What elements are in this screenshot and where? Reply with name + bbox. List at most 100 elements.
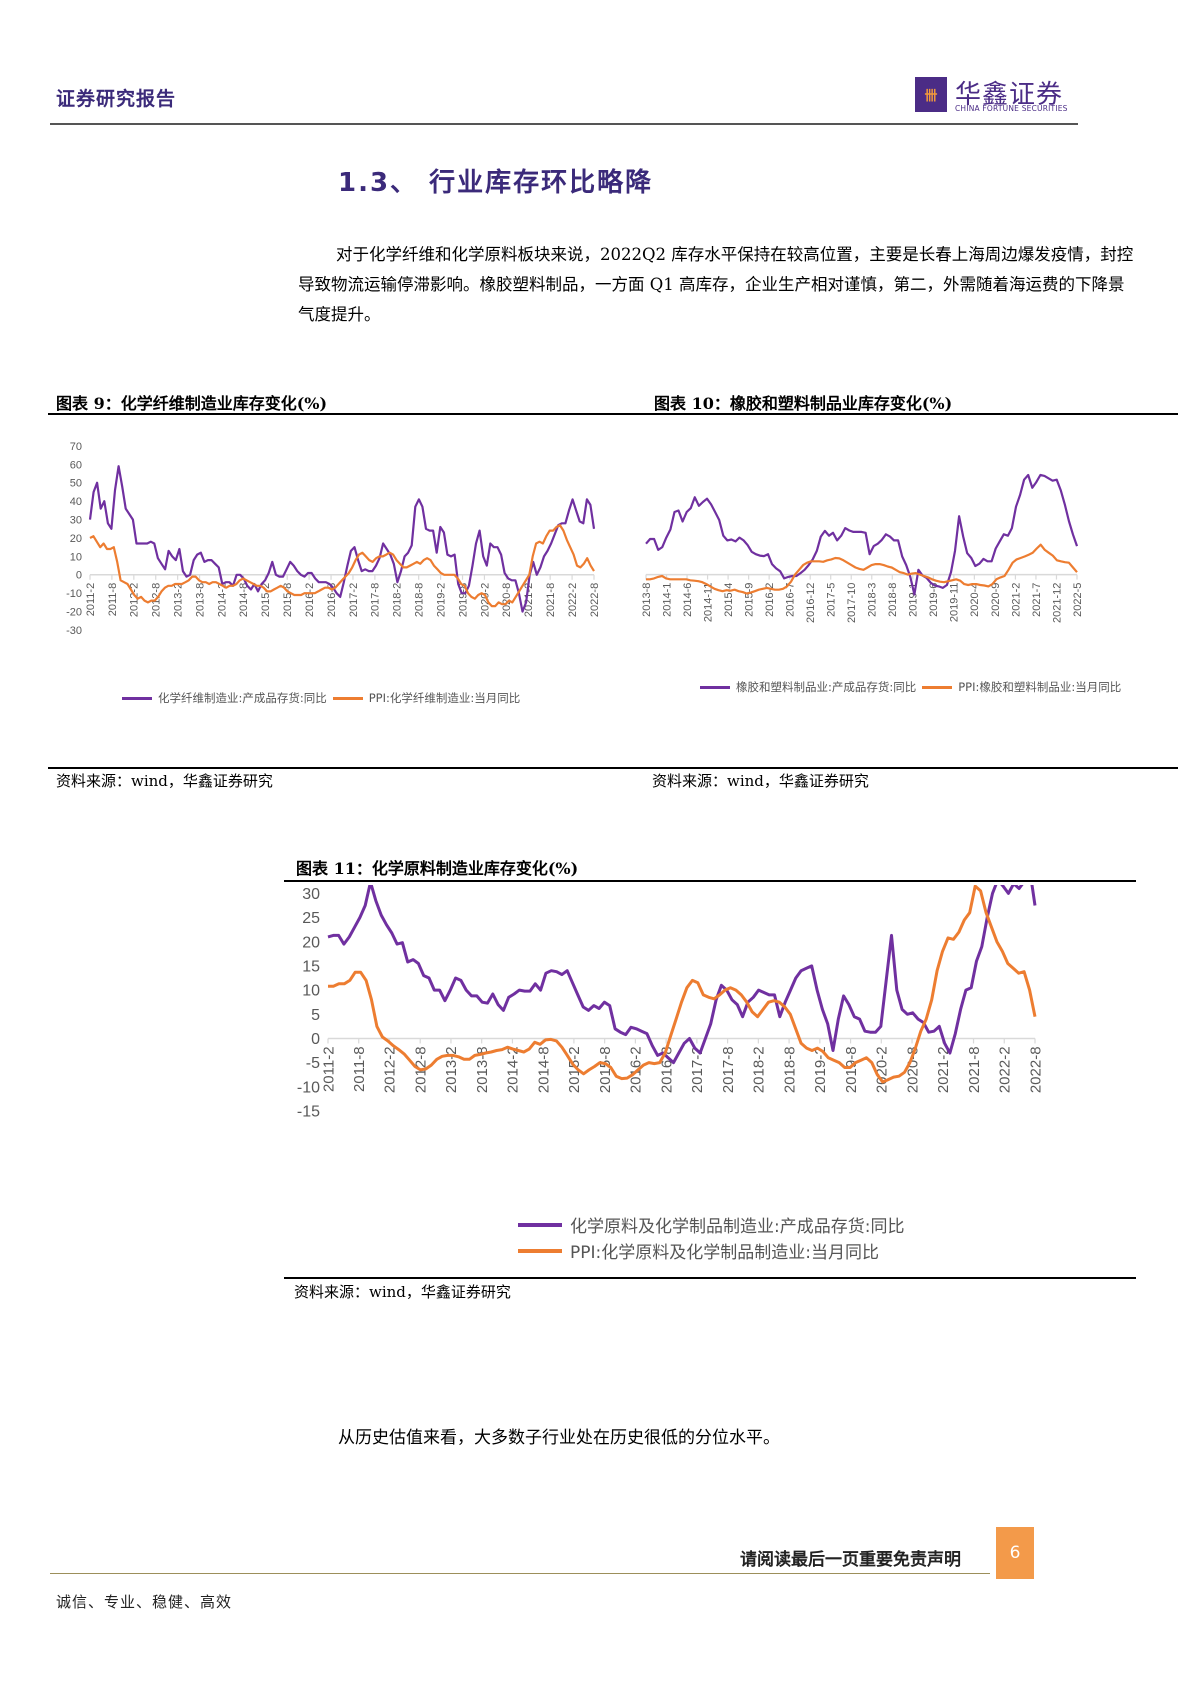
y-tick-label: 50 xyxy=(70,478,82,490)
x-tick-label: 2015-8 xyxy=(282,583,294,617)
figure-9-source: 资料来源：wind，华鑫证券研究 xyxy=(56,772,273,790)
x-tick-label: 2011-8 xyxy=(107,583,119,616)
x-tick-label: 2015-8 xyxy=(597,1046,614,1093)
series-line xyxy=(89,523,595,608)
y-tick-label: 10 xyxy=(70,551,82,563)
section-paragraph: 对于化学纤维和化学原料板块来说，2022Q2 库存水平保持在较高位置，主要是长春… xyxy=(298,245,1134,324)
x-tick-label: 2014-8 xyxy=(535,1046,552,1093)
x-tick-label: 2022-8 xyxy=(1027,1046,1044,1093)
y-tick-label: -5 xyxy=(306,1055,320,1072)
figure-10-source: 资料来源：wind，华鑫证券研究 xyxy=(652,772,869,790)
brand-name-cn: 华鑫证券 xyxy=(955,80,1064,110)
header-divider xyxy=(50,123,1078,125)
series-line xyxy=(645,473,1079,596)
x-tick-label: 2018-3 xyxy=(867,583,879,617)
legend-label: PPI:化学纤维制造业:当月同比 xyxy=(368,691,521,705)
x-tick-label: 2013-2 xyxy=(173,583,185,617)
x-tick-label: 2021-8 xyxy=(966,1046,983,1093)
x-tick-label: 2011-2 xyxy=(320,1046,337,1092)
legend-swatch-purple xyxy=(700,685,730,689)
x-tick-label: 2017-8 xyxy=(370,583,382,617)
x-tick-label: 2014-1 xyxy=(661,583,673,617)
series-line xyxy=(88,465,596,613)
x-tick-label: 2018-8 xyxy=(781,1046,798,1093)
x-tick-label: 2016-7 xyxy=(785,583,797,617)
y-tick-label: 20 xyxy=(70,533,82,545)
x-tick-label: 2019-2 xyxy=(435,583,447,617)
x-tick-label: 2021-2 xyxy=(1010,583,1022,617)
x-tick-label: 2016-2 xyxy=(764,583,776,617)
x-tick-label: 2020-8 xyxy=(501,583,513,617)
x-tick-label: 2013-8 xyxy=(194,583,206,617)
x-tick-label: 2020-2 xyxy=(479,583,491,617)
x-tick-label: 2018-2 xyxy=(751,1046,768,1093)
y-tick-label: -30 xyxy=(66,625,82,637)
legend-swatch-orange xyxy=(518,1248,562,1253)
x-tick-label: 2021-2 xyxy=(935,1046,952,1093)
y-tick-label: 30 xyxy=(302,886,320,903)
figure-row-bottom-rule xyxy=(48,767,1178,769)
y-tick-label: 15 xyxy=(302,959,320,976)
x-tick-label: 2014-6 xyxy=(682,583,694,617)
x-tick-label: 2021-7 xyxy=(1031,583,1043,617)
page-number-badge: 6 xyxy=(996,1527,1034,1579)
x-tick-label: 2013-8 xyxy=(641,583,653,617)
x-tick-label: 2014-2 xyxy=(216,583,228,617)
figure-9-legend: 化学纤维制造业:产成品存货:同比 PPI:化学纤维制造业:当月同比 xyxy=(122,690,520,706)
footer-motto: 诚信、专业、稳健、高效 xyxy=(56,1593,233,1611)
legend-label: PPI:化学原料及化学制品制造业:当月同比 xyxy=(570,1243,879,1263)
figure-10-legend: 橡胶和塑料制品业:产成品存货:同比 PPI:橡胶和塑料制品业:当月同比 xyxy=(700,679,1121,695)
x-tick-label: 2014-8 xyxy=(238,583,250,617)
y-tick-label: 0 xyxy=(311,1031,320,1048)
legend-label: 化学原料及化学制品制造业:产成品存货:同比 xyxy=(570,1217,905,1237)
x-tick-label: 2013-2 xyxy=(443,1046,460,1093)
x-tick-label: 2021-8 xyxy=(545,583,557,617)
y-tick-label: -15 xyxy=(297,1104,320,1121)
legend-swatch-purple xyxy=(518,1222,562,1227)
x-tick-label: 2021-12 xyxy=(1051,583,1063,623)
legend-label: 橡胶和塑料制品业:产成品存货:同比 xyxy=(736,680,917,694)
figure-row-top-rule xyxy=(48,413,1178,415)
report-type-label: 证券研究报告 xyxy=(56,88,177,110)
series-line xyxy=(327,885,1037,1065)
x-tick-label: 2020-9 xyxy=(990,583,1002,617)
x-tick-label: 2011-2 xyxy=(85,583,97,616)
x-tick-label: 2022-5 xyxy=(1072,583,1084,617)
figure-11-legend-item-2: PPI:化学原料及化学制品制造业:当月同比 xyxy=(518,1238,879,1263)
legend-swatch-purple xyxy=(122,696,152,700)
disclaimer-link[interactable]: 请阅读最后一页重要免责声明 xyxy=(740,1550,961,1570)
x-tick-label: 2017-10 xyxy=(846,583,858,623)
x-tick-label: 2018-2 xyxy=(392,583,404,617)
x-tick-label: 2019-6 xyxy=(928,583,940,617)
x-tick-label: 2015-9 xyxy=(743,583,755,617)
x-tick-label: 2019-2 xyxy=(812,1046,829,1093)
x-tick-label: 2014-2 xyxy=(505,1046,522,1093)
x-tick-label: 2018-8 xyxy=(414,583,426,617)
section-title: 1.3、 行业库存环比略降 xyxy=(338,168,654,198)
series-line xyxy=(328,885,1037,1084)
figure-11-title: 图表 11：化学原料制造业库存变化(%) xyxy=(296,859,579,878)
brand-logo-icon: 卌 xyxy=(915,77,947,112)
x-tick-label: 2016-12 xyxy=(805,583,817,623)
series-line xyxy=(646,543,1078,595)
y-tick-label: -10 xyxy=(297,1079,320,1096)
x-tick-label: 2019-1 xyxy=(908,583,920,617)
y-tick-label: 5 xyxy=(311,1007,320,1024)
y-tick-label: 0 xyxy=(76,570,82,582)
x-tick-label: 2018-8 xyxy=(887,583,899,617)
legend-label: 化学纤维制造业:产成品存货:同比 xyxy=(158,691,327,705)
x-tick-label: 2017-5 xyxy=(826,583,838,617)
x-tick-label: 2022-2 xyxy=(997,1046,1014,1093)
y-tick-label: -20 xyxy=(66,606,82,618)
logo-mark: 卌 xyxy=(924,89,938,104)
chart-fig10: 2520151050-5-102013-82014-12014-62014-11… xyxy=(641,473,1084,623)
figure-10-title: 图表 10：橡胶和塑料制品业库存变化(%) xyxy=(654,394,953,413)
y-tick-label: 70 xyxy=(70,441,82,453)
x-tick-label: 2019-11 xyxy=(949,583,961,623)
x-tick-label: 2017-8 xyxy=(720,1046,737,1093)
figure-11-top-rule xyxy=(284,880,1136,882)
x-tick-label: 2021-2 xyxy=(523,583,535,617)
x-tick-label: 2013-8 xyxy=(474,1046,491,1093)
x-tick-label: 2012-2 xyxy=(382,1046,399,1093)
figure-9-title: 图表 9：化学纤维制造业库存变化(%) xyxy=(56,394,328,413)
